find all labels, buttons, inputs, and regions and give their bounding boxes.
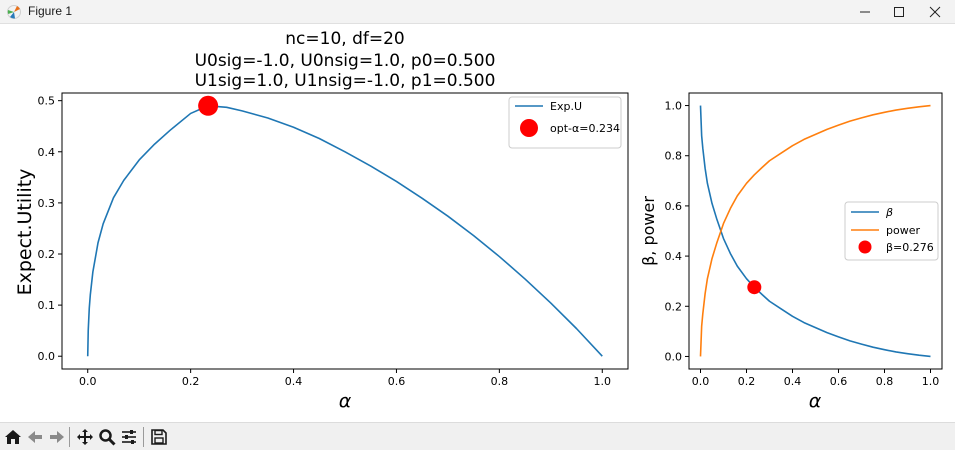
- window-titlebar: Figure 1: [0, 0, 955, 24]
- close-button[interactable]: [917, 0, 953, 24]
- right-ytick-label: 0.4: [665, 250, 683, 263]
- figure-canvas: nc=10, df=20 U0sig=-1.0, U0nsig=1.0, p0=…: [0, 24, 955, 422]
- back-button[interactable]: [24, 426, 46, 448]
- right-axes-frame: [688, 92, 943, 370]
- forward-button[interactable]: [46, 426, 68, 448]
- legend-label-opt-alpha: opt-α=0.234: [550, 122, 620, 135]
- marker-0-276: [747, 280, 762, 295]
- right-xtick-label: 0.0: [692, 375, 710, 388]
- right-axes-points: [747, 280, 762, 295]
- right-ytick-label: 0.2: [665, 300, 683, 313]
- pan-button[interactable]: [74, 426, 96, 448]
- left-ytick-label: 0.4: [38, 146, 56, 159]
- close-icon: [929, 6, 941, 18]
- chart-title-line-3: U1sig=1.0, U1nsig=-1.0, p1=0.500: [195, 71, 496, 91]
- minimize-button[interactable]: [847, 0, 883, 24]
- legend-label-beta-point: β=0.276: [886, 241, 934, 254]
- left-xtick-label: 1.0: [594, 375, 612, 388]
- marker-opt-0-234: [198, 95, 219, 116]
- back-arrow-icon: [28, 431, 42, 443]
- left-ytick-label: 0.3: [38, 197, 56, 210]
- right-ytick-label: 1.0: [665, 100, 683, 113]
- right-xlabel: α: [809, 390, 822, 412]
- left-ylabel: Expect.Utility: [14, 169, 36, 296]
- legend-swatch-opt-alpha: [520, 119, 538, 137]
- toolbar-separator: [143, 427, 144, 447]
- window-title: Figure 1: [28, 4, 73, 18]
- navigation-toolbar: [0, 422, 955, 450]
- series-line-exp-u: [86, 104, 603, 357]
- configure-subplots-icon: [122, 430, 136, 444]
- right-ylabel: β, power: [639, 196, 658, 266]
- right-xtick-label: 1.0: [922, 375, 940, 388]
- home-icon: [5, 430, 21, 444]
- matplotlib-logo-icon: [7, 5, 21, 19]
- save-icon: [151, 429, 167, 445]
- zoom-icon: [99, 429, 116, 446]
- right-axes-ticks: 0.0 0.2 0.4 0.6 0.8 1.0 0.0 0.2 0.4 0.6 0.8 1.0: [665, 100, 940, 388]
- right-xtick-label: 0.2: [738, 375, 756, 388]
- left-legend: Exp.U opt-α=0.234: [508, 96, 622, 149]
- home-button[interactable]: [2, 426, 24, 448]
- right-xtick-label: 0.8: [876, 375, 894, 388]
- left-xtick-label: 0.4: [285, 375, 303, 388]
- toolbar-separator: [69, 427, 70, 447]
- legend-label-beta: β: [885, 206, 893, 219]
- left-ytick-label: 0.0: [38, 350, 56, 363]
- figure-svg: nc=10, df=20 U0sig=-1.0, U0nsig=1.0, p0=…: [14, 29, 943, 412]
- save-button[interactable]: [148, 426, 170, 448]
- left-xtick-label: 0.6: [388, 375, 406, 388]
- chart-title-line-1: nc=10, df=20: [285, 29, 404, 49]
- forward-arrow-icon: [50, 431, 64, 443]
- right-xtick-label: 0.4: [784, 375, 802, 388]
- left-axes-points: [198, 95, 219, 116]
- right-axes-lines: [699, 104, 931, 358]
- legend-swatch-beta-point: [858, 240, 872, 254]
- right-xtick-label: 0.6: [830, 375, 848, 388]
- zoom-button[interactable]: [96, 426, 118, 448]
- left-xlabel: α: [339, 390, 352, 412]
- right-ytick-label: 0.0: [665, 350, 683, 363]
- left-xtick-label: 0.2: [182, 375, 200, 388]
- left-ytick-label: 0.2: [38, 248, 56, 261]
- series-line-series: [699, 105, 931, 358]
- left-axes-frame: [61, 92, 629, 370]
- maximize-icon: [894, 7, 904, 17]
- left-xtick-label: 0.8: [491, 375, 509, 388]
- left-ytick-label: 0.5: [38, 95, 56, 108]
- right-ytick-label: 0.6: [665, 200, 683, 213]
- pan-icon: [77, 429, 93, 445]
- maximize-button[interactable]: [881, 0, 917, 24]
- right-ytick-label: 0.8: [665, 150, 683, 163]
- right-legend: β power β=0.276: [844, 201, 939, 261]
- chart-title-line-2: U0sig=-1.0, U0nsig=1.0, p0=0.500: [195, 51, 496, 71]
- series-line-power: [699, 104, 931, 357]
- legend-label-exp-u: Exp.U: [550, 100, 582, 113]
- legend-label-power: power: [886, 224, 920, 237]
- left-xtick-label: 0.0: [79, 375, 97, 388]
- configure-subplots-button[interactable]: [118, 426, 140, 448]
- minimize-icon: [860, 11, 870, 13]
- left-legend-box: [508, 96, 622, 149]
- left-axes-ticks: 0.0 0.2 0.4 0.6 0.8 1.0 0.0 0.1 0.2 0.3 0.4 0.5: [38, 95, 612, 388]
- left-axes-lines: [86, 104, 603, 357]
- left-ytick-label: 0.1: [38, 299, 56, 312]
